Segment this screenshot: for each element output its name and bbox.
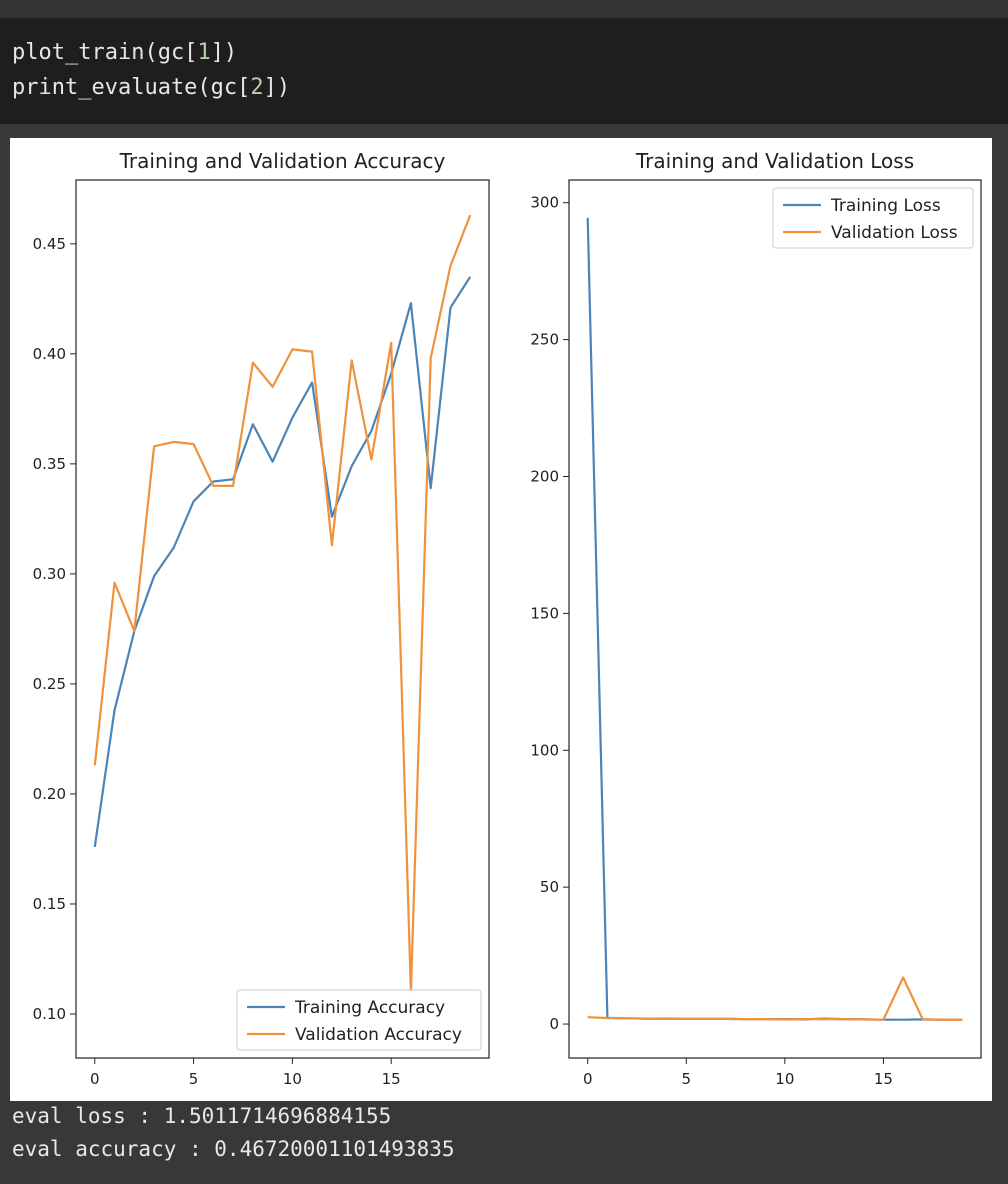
y-tick-label: 100 [530, 741, 559, 759]
series-line-training-accuracy [93, 276, 472, 847]
eval-accuracy-text: eval accuracy : 0.46720001101493835 [12, 1137, 455, 1161]
legend-label: Validation Loss [831, 223, 958, 243]
y-tick-label: 0.15 [33, 895, 66, 913]
output-figure: Training and Validation Accuracy 0 5 10 15 0.… [10, 138, 992, 1101]
x-tick-label: 15 [874, 1070, 893, 1088]
y-tick-label: 0.20 [33, 785, 66, 803]
y-tick-label: 0.40 [33, 345, 66, 363]
y-tick-label: 150 [530, 604, 559, 622]
y-tick-label: 0.30 [33, 565, 66, 583]
legend-box [772, 187, 974, 249]
code-line-2-pre: print_evaluate(gc[ [12, 75, 251, 100]
code-line-1-post: ]) [210, 40, 238, 65]
y-tick-label: 0.45 [33, 235, 66, 253]
y-tick-label: 250 [530, 331, 559, 349]
y-tick-label: 300 [530, 194, 559, 212]
legend-label: Validation Accuracy [295, 1025, 462, 1045]
code-line-1-pre: plot_train(gc[ [12, 40, 198, 65]
x-tick-label: 5 [189, 1070, 199, 1088]
y-tick-label: 0.35 [33, 455, 66, 473]
eval-loss-text: eval loss : 1.5011714696884155 [12, 1104, 392, 1128]
y-tick-label: 50 [540, 878, 559, 896]
x-tick-label: 5 [682, 1070, 692, 1088]
y-tick-label: 0.10 [33, 1005, 66, 1023]
chart-title: Training and Validation Accuracy [119, 149, 446, 173]
legend: Training Loss Validation Loss [772, 187, 974, 249]
y-tick-label: 0.25 [33, 675, 66, 693]
y-tick-label: 200 [530, 467, 559, 485]
chart-1: Training and Validation Accuracy 0 5 10 15 0.… [33, 149, 490, 1088]
top-strip [0, 0, 1008, 18]
axes-frame [568, 179, 982, 1059]
x-tick-label: 15 [382, 1070, 401, 1088]
code-line-2-num: 2 [250, 75, 264, 100]
x-tick-label: 10 [775, 1070, 794, 1088]
code-line-1-num: 1 [197, 40, 211, 65]
series-line-validation-accuracy [93, 214, 472, 994]
series-line-training-loss [586, 217, 963, 1021]
code-line-1: plot_train(gc[1]) [12, 40, 237, 65]
x-tick-label: 0 [583, 1070, 593, 1088]
y-tick-label: 0 [549, 1015, 559, 1033]
x-tick-label: 10 [283, 1070, 302, 1088]
code-line-2-post: ]) [263, 75, 291, 100]
code-line-2: print_evaluate(gc[2]) [12, 75, 290, 100]
axes-frame [75, 179, 490, 1059]
figure-svg: Training and Validation Accuracy 0 5 10 15 0.… [33, 149, 982, 1088]
legend-box [236, 989, 482, 1051]
legend-label: Training Loss [830, 196, 941, 216]
x-tick-label: 0 [90, 1070, 100, 1088]
series-line-validation-loss [587, 976, 963, 1021]
legend-label: Training Accuracy [294, 998, 445, 1018]
legend: Training Accuracy Validation Accuracy [236, 989, 482, 1051]
chart-title: Training and Validation Loss [635, 149, 914, 173]
code-cell[interactable]: plot_train(gc[1]) print_evaluate(gc[2]) [0, 18, 1008, 124]
